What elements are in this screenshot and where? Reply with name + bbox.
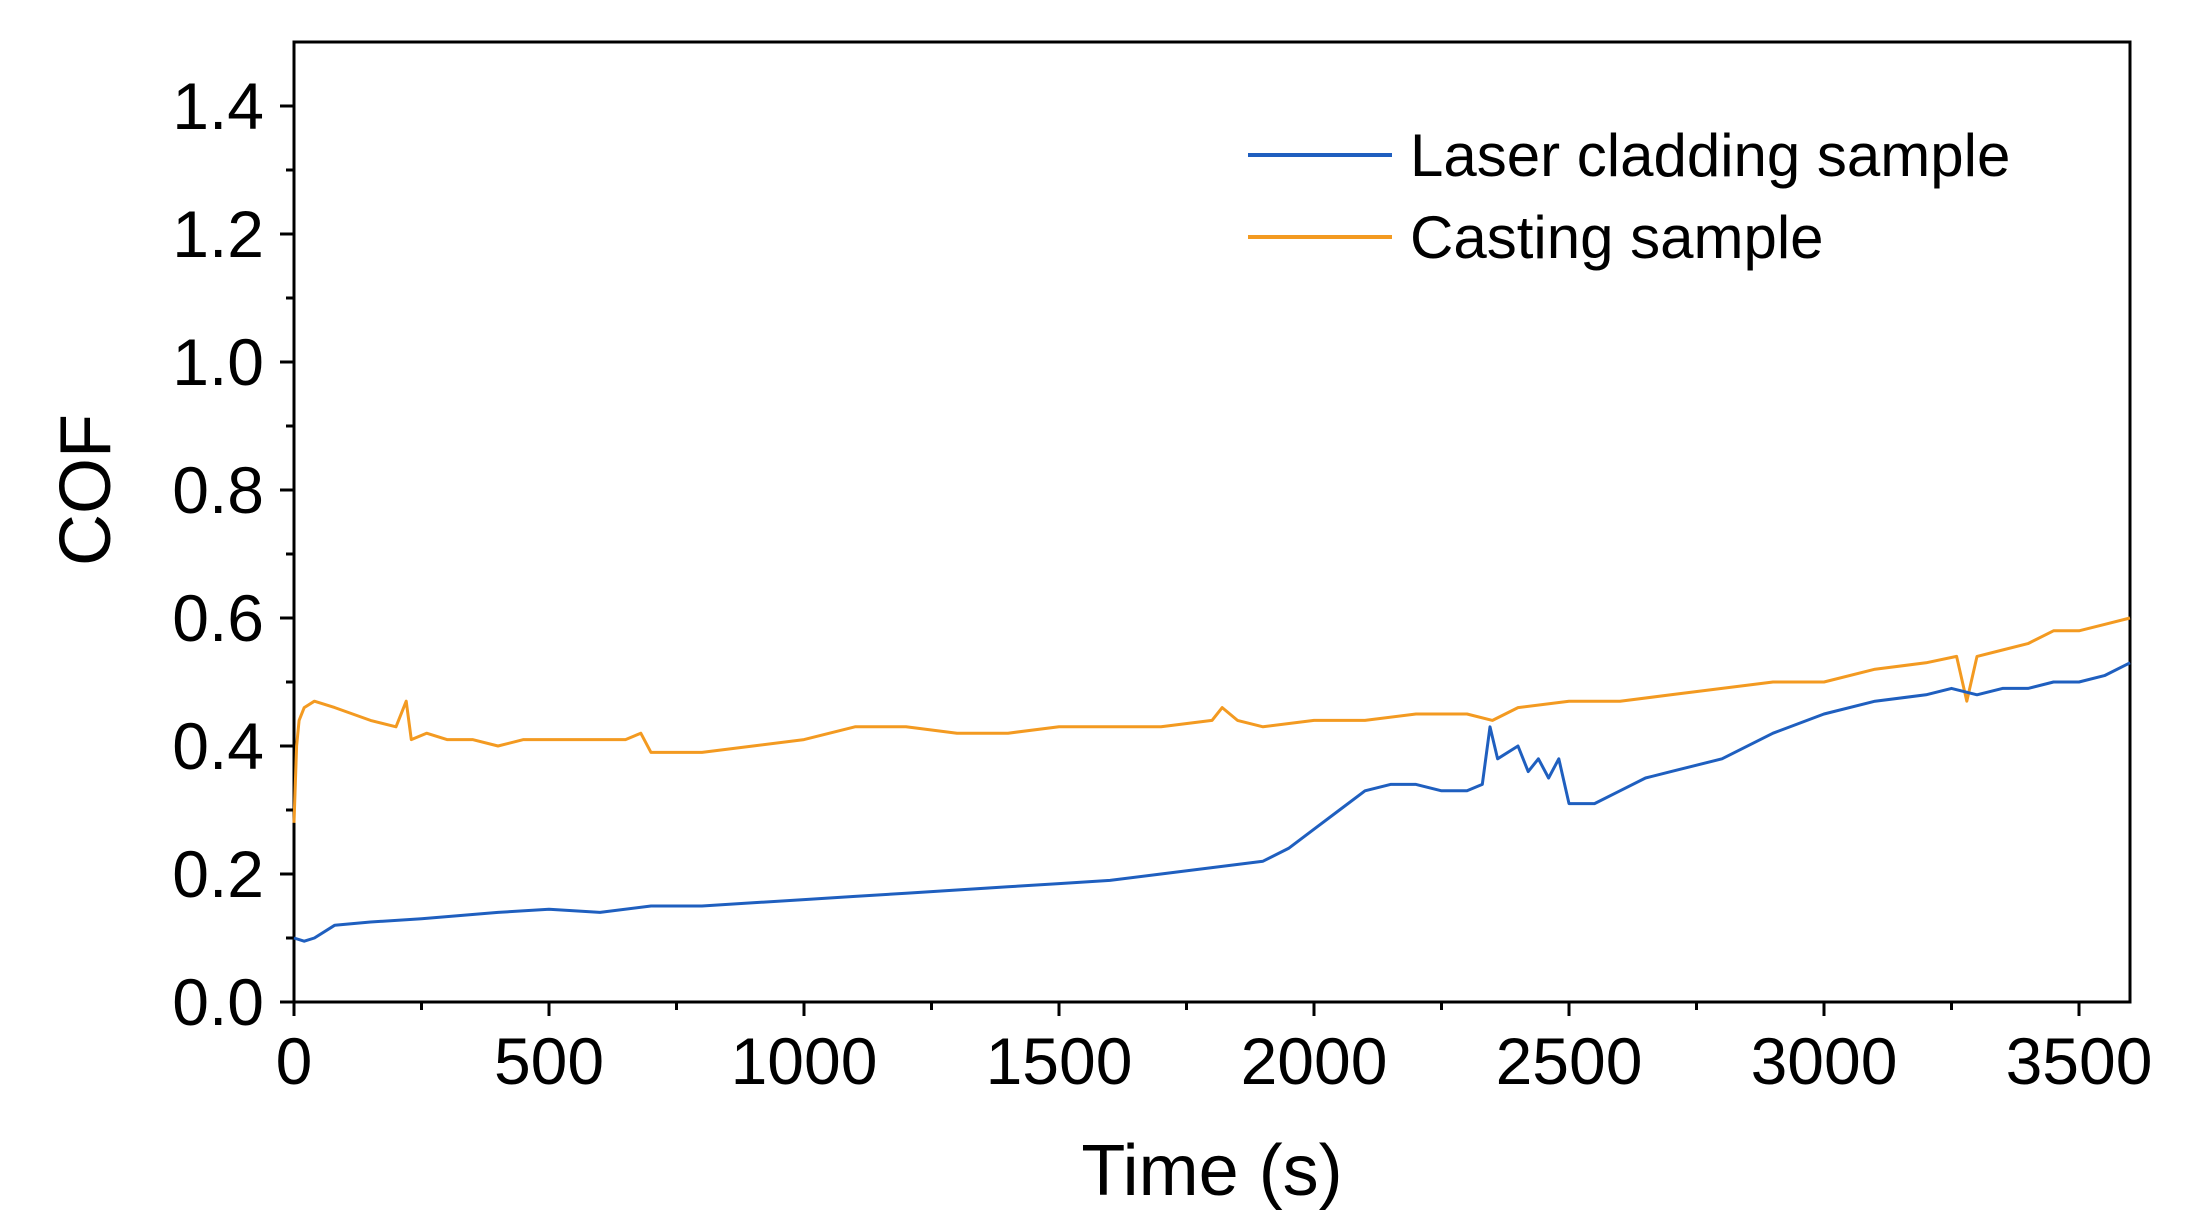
- y-axis: 0.0 0.2 0.4 0.6 0.8 1.0 1.2 1.4: [172, 69, 294, 1039]
- legend-label: Casting sample: [1410, 204, 1824, 271]
- y-tick-label: 1.2: [172, 197, 264, 271]
- x-tick-label: 500: [494, 1024, 604, 1098]
- y-tick-label: 0.4: [172, 709, 264, 783]
- series-line-casting-sample: [292, 616, 2131, 823]
- x-tick-label: 1000: [731, 1024, 878, 1098]
- y-tick-label: 0.6: [172, 581, 264, 655]
- y-tick-label: 0.0: [172, 965, 264, 1039]
- x-axis: 0 500 1000 1500 2000 2500 3000 3500: [276, 1002, 2153, 1098]
- x-tick-label: 2000: [1241, 1024, 1388, 1098]
- x-tick-label: 1500: [986, 1024, 1133, 1098]
- x-tick-label: 2500: [1496, 1024, 1643, 1098]
- plot-frame: [292, 40, 2132, 1004]
- y-tick-label: 1.0: [172, 325, 264, 399]
- x-axis-title: Time (s): [1081, 1131, 1342, 1211]
- series-group: [292, 616, 2131, 943]
- y-tick-label: 1.4: [172, 69, 264, 143]
- series-line-laser-cladding-sample: [293, 661, 2131, 943]
- y-tick-label: 0.2: [172, 837, 264, 911]
- y-axis-title: COF: [46, 414, 126, 566]
- legend: Laser cladding sample Casting sample: [1248, 122, 2010, 271]
- x-tick-label: 3000: [1751, 1024, 1898, 1098]
- x-tick-label: 3500: [2006, 1024, 2153, 1098]
- x-tick-label: 0: [276, 1024, 313, 1098]
- legend-label: Laser cladding sample: [1410, 122, 2010, 189]
- y-tick-label: 0.8: [172, 453, 264, 527]
